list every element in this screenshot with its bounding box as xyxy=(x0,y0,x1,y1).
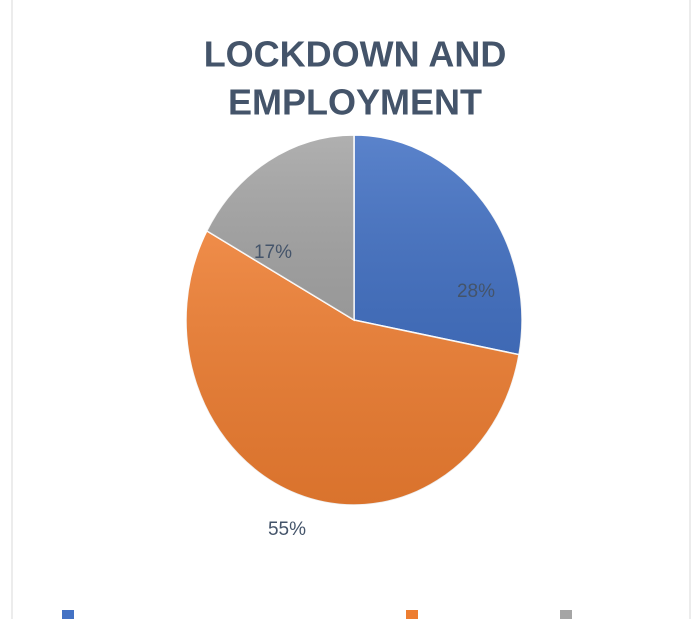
chart-title: LOCKDOWN AND xyxy=(204,34,507,75)
legend-swatch xyxy=(406,610,418,619)
data-label: 17% xyxy=(254,242,292,263)
data-label: 28% xyxy=(457,281,495,302)
slice-shade xyxy=(185,230,520,506)
chart-title: EMPLOYMENT xyxy=(228,82,482,123)
legend-swatch xyxy=(560,610,572,619)
legend-swatch xyxy=(62,610,74,619)
slice-shade xyxy=(206,135,354,320)
data-label: 55% xyxy=(268,519,306,540)
slice-shade xyxy=(354,135,522,355)
